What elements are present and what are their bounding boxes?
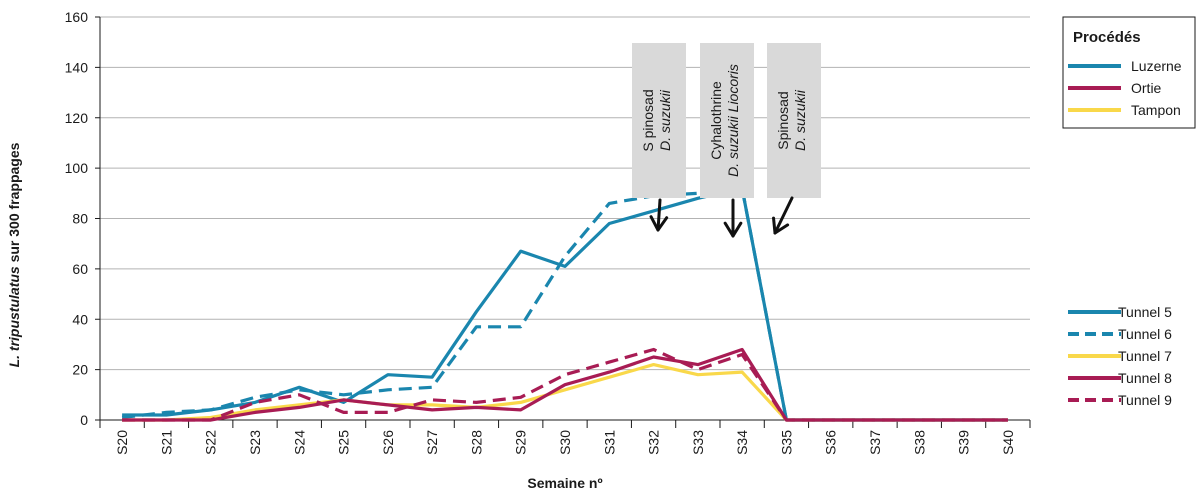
x-tick-label: S35: [778, 430, 794, 455]
x-tick-label: S24: [291, 430, 307, 455]
y-tick-label: 100: [65, 160, 89, 176]
y-tick-labels: 0 20 40 60 80 100 120 140 160: [65, 9, 89, 428]
x-tick-label: S38: [911, 430, 927, 455]
annotation-arrow-head: [723, 221, 743, 238]
x-axis-title: Semaine nº: [527, 475, 602, 491]
annotation-target: D. suzukii Liocoris: [725, 64, 741, 177]
annotation-arrow-head: [649, 215, 669, 232]
x-tick-label: S30: [557, 430, 573, 455]
x-tick-label: S37: [867, 430, 883, 455]
annotation-arrow-head: [772, 216, 790, 235]
y-tick-label: 60: [72, 261, 88, 277]
annotation-product: S pinosad: [640, 89, 656, 151]
x-tick-label: S39: [956, 430, 972, 455]
series-line-tunnel-9: [122, 347, 1008, 422]
annotations: S pinosad D. suzukii Cyhalothrine D. suzuki…: [632, 43, 821, 238]
legend-procedes-label: Tampon: [1131, 102, 1181, 118]
x-tick-label: S33: [690, 430, 706, 455]
x-tick-label: S20: [114, 430, 130, 455]
annotation-product: Spinosad: [775, 91, 791, 149]
series-lines: [121, 186, 1008, 422]
x-tick-label: S26: [380, 430, 396, 455]
annotation-arrow-shaft: [773, 196, 794, 235]
x-tick-label: S28: [468, 430, 484, 455]
x-tick-label: S32: [646, 430, 662, 455]
x-tick-label: S27: [424, 430, 440, 455]
legend-tunnel-label: Tunnel 6: [1118, 326, 1172, 342]
y-axis-title-italic: L. tripustulatus: [6, 266, 22, 367]
series-line-tunnel-8: [122, 347, 1008, 422]
y-tick-label: 160: [65, 9, 89, 25]
x-tick-label: S22: [203, 430, 219, 455]
legend-tunnel-label: Tunnel 7: [1118, 348, 1172, 364]
x-tick-label: S21: [158, 430, 174, 455]
legend-tunnel-label: Tunnel 5: [1118, 304, 1172, 320]
legend-procedes: Procédés Luzerne Ortie Tampon: [1062, 16, 1196, 129]
y-tick-label: 0: [80, 412, 88, 428]
x-tick-label: S29: [513, 430, 529, 455]
y-axis-title: L. tripustulatus sur 300 frappages: [6, 142, 22, 367]
axes: [95, 16, 1031, 428]
y-tick-label: 140: [65, 59, 89, 75]
legend-tunnel-label: Tunnel 9: [1118, 392, 1172, 408]
annotation-target-species: D. suzukii: [657, 89, 673, 151]
y-axis-title-rest: sur 300 frappages: [6, 142, 22, 266]
legend-tunnel-label: Tunnel 8: [1118, 370, 1172, 386]
annotation-target: D. suzukii: [657, 89, 673, 151]
annotation-target-species: D. suzukii: [725, 115, 741, 177]
x-tick-label: S31: [601, 430, 617, 455]
legend-procedes-title: Procédés: [1073, 29, 1141, 46]
annotation-target: D. suzukii: [792, 89, 808, 151]
y-tick-label: 20: [72, 362, 88, 378]
annotation-target-extra: Liocoris: [725, 64, 741, 116]
legend-procedes-label: Ortie: [1131, 80, 1162, 96]
annotation-box: [767, 43, 821, 198]
y-tick-label: 40: [72, 311, 88, 327]
x-tick-labels: S20 S21 S22 S23 S24 S25 S26 S27 S28 S29 S30 S31 S32 S…: [114, 430, 1016, 455]
y-tick-label: 80: [72, 211, 88, 227]
x-tick-label: S34: [734, 430, 750, 455]
x-tick-label: S40: [1000, 430, 1016, 455]
annotation-target-species: D. suzukii: [792, 89, 808, 151]
annotation-box: [632, 43, 686, 198]
x-tick-label: S23: [247, 430, 263, 455]
x-tick-label: S25: [336, 430, 352, 455]
legend-tunnels: Tunnel 5 Tunnel 6 Tunnel 7 Tunnel 8 Tunnel 9: [1068, 304, 1172, 408]
y-tick-label: 120: [65, 110, 89, 126]
gridlines: [100, 16, 1030, 371]
annotation-arrow-shaft: [656, 198, 662, 232]
annotation-box: [700, 43, 754, 198]
annotation-product: Cyhalothrine: [708, 81, 724, 160]
legend-procedes-label: Luzerne: [1131, 58, 1182, 74]
x-tick-label: S36: [823, 430, 839, 455]
